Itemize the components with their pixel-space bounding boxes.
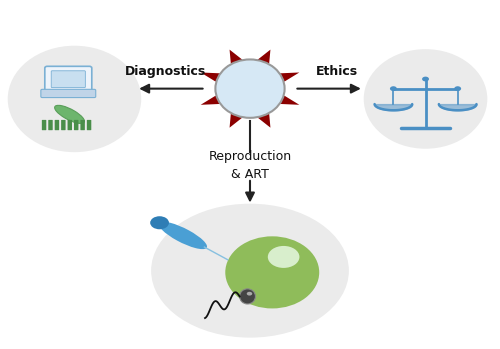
Polygon shape bbox=[258, 50, 270, 64]
Ellipse shape bbox=[216, 59, 284, 118]
FancyBboxPatch shape bbox=[68, 120, 72, 130]
Ellipse shape bbox=[240, 289, 256, 304]
Polygon shape bbox=[200, 73, 220, 82]
Polygon shape bbox=[200, 96, 220, 105]
Text: Reproduction
& ART: Reproduction & ART bbox=[208, 150, 292, 181]
Polygon shape bbox=[230, 50, 242, 64]
Polygon shape bbox=[230, 114, 242, 128]
FancyBboxPatch shape bbox=[45, 66, 92, 92]
Polygon shape bbox=[280, 73, 299, 82]
FancyBboxPatch shape bbox=[61, 120, 66, 130]
Polygon shape bbox=[280, 96, 299, 105]
FancyBboxPatch shape bbox=[42, 120, 46, 130]
Ellipse shape bbox=[151, 204, 349, 337]
Ellipse shape bbox=[226, 236, 319, 309]
Ellipse shape bbox=[246, 292, 252, 296]
Ellipse shape bbox=[159, 222, 207, 249]
Ellipse shape bbox=[364, 49, 488, 149]
Circle shape bbox=[390, 86, 397, 91]
FancyBboxPatch shape bbox=[54, 120, 59, 130]
FancyBboxPatch shape bbox=[87, 120, 92, 130]
FancyBboxPatch shape bbox=[74, 120, 78, 130]
Ellipse shape bbox=[8, 46, 141, 152]
Ellipse shape bbox=[268, 246, 300, 268]
FancyBboxPatch shape bbox=[41, 89, 96, 98]
Circle shape bbox=[454, 86, 461, 91]
Circle shape bbox=[422, 77, 429, 81]
Text: Diagnostics: Diagnostics bbox=[126, 65, 206, 78]
Text: Ethics: Ethics bbox=[316, 65, 358, 78]
FancyBboxPatch shape bbox=[51, 71, 86, 88]
FancyBboxPatch shape bbox=[48, 120, 52, 130]
Ellipse shape bbox=[150, 216, 169, 229]
FancyBboxPatch shape bbox=[80, 120, 85, 130]
Polygon shape bbox=[258, 114, 270, 128]
Ellipse shape bbox=[54, 105, 84, 124]
